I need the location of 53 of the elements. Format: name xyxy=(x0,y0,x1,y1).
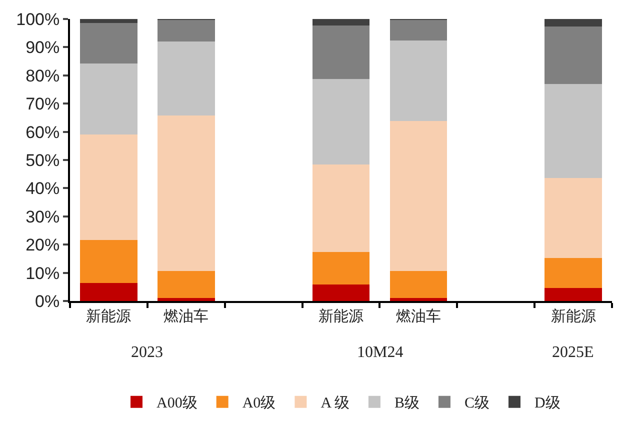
bar xyxy=(544,84,602,178)
bar xyxy=(312,25,370,79)
bar xyxy=(312,284,370,301)
legend-label: D级 xyxy=(534,394,560,412)
text: 2025E xyxy=(552,344,594,361)
y-tick-label: 20% xyxy=(26,236,60,255)
y-tick-label: 100% xyxy=(16,10,60,29)
bar xyxy=(544,288,602,301)
x-tick-label: 燃油车 xyxy=(396,307,441,325)
x-tick-label: 新能源 xyxy=(86,307,132,325)
x-tick-label: 新能源 xyxy=(550,307,596,325)
bar xyxy=(544,19,602,26)
y-tick-label: 80% xyxy=(26,66,60,86)
x-tick-label: 燃油车 xyxy=(164,307,209,325)
bar xyxy=(312,164,370,252)
y-tick-label: 10% xyxy=(26,264,60,283)
y-tick-label: 30% xyxy=(26,207,60,226)
bar xyxy=(390,20,448,40)
y-tick-label: 50% xyxy=(26,150,60,170)
bar xyxy=(312,78,370,165)
bar xyxy=(312,252,370,284)
legend-label: C级 xyxy=(464,394,490,412)
legend-label: A00级 xyxy=(156,394,198,412)
bar xyxy=(80,19,138,23)
legend-label: A0级 xyxy=(242,394,276,412)
bar xyxy=(390,270,448,298)
bar xyxy=(157,41,215,116)
bar xyxy=(157,298,215,301)
bar xyxy=(390,120,448,271)
y-tick-label: 60% xyxy=(26,122,60,142)
y-tick-label: 70% xyxy=(26,94,60,114)
legend-label: B级 xyxy=(394,394,420,412)
bar xyxy=(544,258,602,288)
y-tick-label: 90% xyxy=(26,38,60,58)
bar xyxy=(80,134,138,240)
text: 10M24 xyxy=(357,344,404,361)
bar xyxy=(80,240,138,284)
bar xyxy=(80,64,138,134)
y-tick-label: 40% xyxy=(26,179,60,198)
y-tick-label: 0% xyxy=(35,292,60,311)
bar xyxy=(544,26,602,84)
text: 2023 xyxy=(131,344,163,361)
bar xyxy=(157,116,215,271)
bar xyxy=(157,20,215,42)
bar xyxy=(80,22,138,64)
bar xyxy=(80,283,138,301)
bar xyxy=(390,298,448,301)
bar xyxy=(312,19,370,26)
legend-label: A 级 xyxy=(320,394,350,412)
bar xyxy=(157,270,215,298)
bar xyxy=(544,178,602,258)
bar xyxy=(390,40,448,121)
x-tick-label: 新能源 xyxy=(318,307,364,325)
